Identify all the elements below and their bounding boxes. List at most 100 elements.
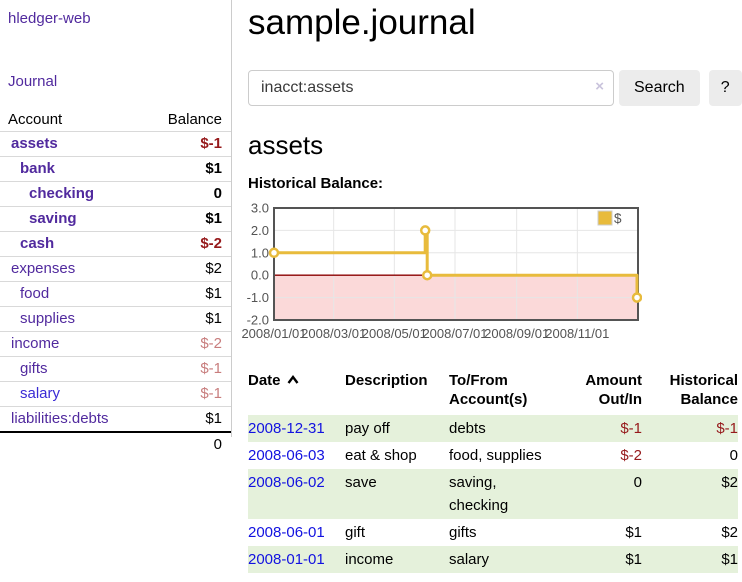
account-row: salary $-1 [0,381,231,407]
chart-title: Historical Balance: [248,175,384,192]
transaction-amount: $-1 [620,420,642,437]
accounts-col-account: Account [8,111,63,128]
transaction-description: income [345,551,394,568]
help-button[interactable]: ? [708,70,742,106]
svg-text:2.0: 2.0 [251,223,269,238]
account-row: bank $1 [0,156,231,182]
register-row: 2008-12-31 pay off debts $-1 $-1 [248,415,738,442]
register-col-amount: Amount Out/In [585,372,642,408]
transaction-description: eat & shop [345,447,417,464]
account-balance: $-2 [200,335,222,352]
register-row: 2008-06-03 eat & shop food, supplies $-2… [248,442,738,469]
transaction-description: pay off [345,420,390,437]
account-row: checking 0 [0,181,231,207]
accounts-table: Account Balance assets $-1 bank $1 check… [0,109,231,457]
svg-text:2008/07/01: 2008/07/01 [422,326,487,341]
transaction-date-link[interactable]: 2008-01-01 [248,551,325,568]
svg-text:2008/05/01: 2008/05/01 [362,326,427,341]
transaction-balance: $2 [721,524,738,541]
account-balance: $1 [205,160,222,177]
account-link[interactable]: checking [29,185,95,202]
svg-text:3.0: 3.0 [251,201,269,216]
account-balance: $-1 [200,385,222,402]
account-row: food $1 [0,281,231,307]
svg-text:$: $ [614,211,622,226]
account-link[interactable]: supplies [20,310,76,327]
register-table: Date Description To/From Account(s) Amoun… [248,369,738,573]
register-col-date[interactable]: Date [248,369,345,415]
transaction-balance: $1 [721,551,738,568]
account-balance: $-2 [200,235,222,252]
account-link[interactable]: food [20,285,50,302]
account-link[interactable]: income [11,335,60,352]
register-row: 2008-06-01 gift gifts $1 $2 [248,519,738,546]
transaction-date-link[interactable]: 2008-06-01 [248,524,325,541]
main-content: sample.journal × Search ? assets Histori… [241,0,742,573]
account-balance: $1 [205,310,222,327]
transaction-date-link[interactable]: 2008-06-02 [248,474,325,491]
transaction-amount: 0 [633,474,642,491]
transaction-balance: $2 [721,474,738,491]
svg-text:-2.0: -2.0 [247,313,269,328]
app-title-link[interactable]: hledger-web [8,10,91,27]
transaction-amount: $-2 [620,447,642,464]
account-balance: 0 [213,185,222,202]
sidebar: hledger-web Journal Account Balance asse… [0,0,232,453]
transaction-accounts: gifts [449,524,477,541]
historical-balance-chart: $ -2.0 -1.0 0.0 1.0 2.0 3.0 2008/01/01 2008/03/0… [240,201,742,343]
account-balance: $-1 [200,135,222,152]
register-header-row: Date Description To/From Account(s) Amoun… [248,369,738,415]
svg-text:1.0: 1.0 [251,245,269,260]
account-link[interactable]: salary [20,385,61,402]
transaction-balance: 0 [729,447,738,464]
account-link[interactable]: assets [11,135,58,152]
account-balance: $1 [205,410,222,427]
search-input[interactable] [248,70,614,106]
transaction-description: gift [345,524,366,541]
account-row: income $-2 [0,331,231,357]
accounts-col-balance: Balance [167,111,222,128]
account-balance: $-1 [200,360,222,377]
search-button[interactable]: Search [619,70,700,106]
account-balance: $1 [205,210,222,227]
transaction-balance: $-1 [716,420,738,437]
transaction-amount: $1 [625,524,642,541]
account-balance: $1 [205,285,222,302]
account-link[interactable]: liabilities:debts [11,410,109,427]
account-link[interactable]: expenses [11,260,76,277]
search-bar: × Search ? [248,70,742,106]
svg-text:2008/11/01: 2008/11/01 [545,326,609,341]
transaction-description: save [345,474,377,491]
page-title: sample.journal [248,3,476,42]
svg-text:2008/09/01: 2008/09/01 [484,326,549,341]
account-heading: assets [248,130,324,160]
transaction-date-link[interactable]: 2008-06-03 [248,447,325,464]
accounts-header-row: Account Balance [0,109,231,132]
register-col-description: Description [345,372,428,389]
account-balance: $2 [205,260,222,277]
svg-text:2008/03/01: 2008/03/01 [301,326,366,341]
account-row: cash $-2 [0,231,231,257]
account-row: expenses $2 [0,256,231,282]
sort-ascending-icon [287,371,299,390]
transaction-accounts: debts [449,420,486,437]
register-row: 2008-01-01 income salary $1 $1 [248,546,738,573]
account-link[interactable]: bank [20,160,56,177]
account-link[interactable]: gifts [20,360,48,377]
svg-text:0.0: 0.0 [251,268,269,283]
journal-link[interactable]: Journal [8,73,58,90]
register-col-balance: Historical Balance [669,372,738,408]
accounts-total-balance: 0 [213,436,222,453]
transaction-accounts: salary [449,551,490,568]
account-row: saving $1 [0,206,231,232]
account-row: liabilities:debts $1 [0,406,231,433]
svg-text:-1.0: -1.0 [247,290,269,305]
svg-text:2008/01/01: 2008/01/01 [241,326,306,341]
transaction-date-link[interactable]: 2008-12-31 [248,420,325,437]
accounts-total-row: 0 [0,432,231,457]
account-link[interactable]: saving [29,210,77,227]
clear-search-icon[interactable]: × [595,78,604,95]
register-row: 2008-06-02 save saving, checking 0 $2 [248,469,738,519]
account-link[interactable]: cash [20,235,55,252]
